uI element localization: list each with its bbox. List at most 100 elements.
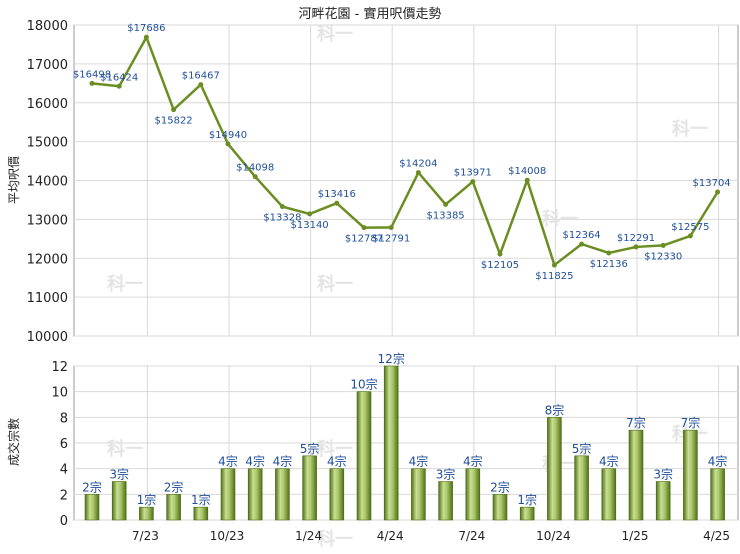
price-point xyxy=(606,250,612,256)
count-bar xyxy=(601,468,617,521)
price-point xyxy=(470,179,476,185)
price-y-tick-label: 17000 xyxy=(27,58,68,73)
price-point-label: $14098 xyxy=(236,163,274,174)
count-bar xyxy=(547,417,562,521)
price-point-label: $14008 xyxy=(508,166,546,177)
price-y-tick-label: 11000 xyxy=(27,291,68,306)
price-point-label: $15822 xyxy=(155,116,193,127)
price-point-label: $16424 xyxy=(100,72,138,83)
price-point-label: $12364 xyxy=(563,230,601,241)
count-y-tick-label: 4 xyxy=(60,463,68,478)
price-point-label: $16498 xyxy=(73,69,111,80)
watermark: 科一 xyxy=(317,273,353,295)
price-point xyxy=(279,204,285,210)
price-point-label: $12330 xyxy=(644,251,682,262)
count-bar xyxy=(438,481,453,521)
price-point-label: $17686 xyxy=(127,23,165,34)
count-bar xyxy=(111,481,127,521)
x-tick-label: 10/24 xyxy=(536,529,571,543)
count-bar-label: 1宗 xyxy=(191,492,211,507)
count-bar xyxy=(139,506,154,521)
count-bar-label: 4宗 xyxy=(273,454,293,469)
price-point xyxy=(89,80,95,86)
x-tick-label: 7/24 xyxy=(458,529,485,543)
count-bar xyxy=(465,468,481,521)
price-point xyxy=(171,107,177,113)
count-bar-label: 4宗 xyxy=(708,454,728,469)
watermark: 科一 xyxy=(317,438,353,460)
price-point xyxy=(551,262,557,268)
count-bar xyxy=(710,468,725,521)
price-point-label: $13328 xyxy=(263,213,301,224)
price-point-label: $14940 xyxy=(209,130,247,141)
count-bar-label: 2宗 xyxy=(82,479,102,494)
watermark: 科一 xyxy=(542,208,578,230)
x-tick-label: 10/23 xyxy=(210,529,245,543)
price-point xyxy=(443,201,449,207)
price-point xyxy=(143,34,149,40)
price-y-tick-label: 18000 xyxy=(27,19,68,34)
price-point-label: $12136 xyxy=(590,259,628,270)
count-bar-label: 3宗 xyxy=(653,467,673,482)
price-y-tick-label: 13000 xyxy=(27,213,68,228)
price-y-axis-label: 平均呎價 xyxy=(7,156,21,204)
count-bar xyxy=(519,506,535,521)
price-point xyxy=(388,224,394,230)
price-point-label: $16467 xyxy=(182,71,220,82)
price-point xyxy=(116,83,122,89)
count-bar-label: 10宗 xyxy=(350,377,377,392)
count-bar xyxy=(220,468,236,521)
count-bar xyxy=(247,468,263,521)
price-point-label: $12105 xyxy=(481,260,519,271)
count-bar-label: 5宗 xyxy=(572,441,592,456)
watermark: 科一 xyxy=(317,528,353,550)
count-bar-label: 4宗 xyxy=(599,454,619,469)
count-bar-label: 1宗 xyxy=(137,492,157,507)
watermark: 科一 xyxy=(317,23,353,45)
count-y-tick-label: 2 xyxy=(60,488,68,503)
count-bar xyxy=(84,494,100,521)
count-bar xyxy=(193,506,209,521)
x-tick-label: 1/25 xyxy=(622,529,649,543)
price-point xyxy=(361,225,367,231)
price-y-tick-label: 12000 xyxy=(27,252,68,267)
price-point xyxy=(252,174,258,180)
count-bar-label: 7宗 xyxy=(626,415,646,430)
price-point-label: $11825 xyxy=(535,271,573,282)
price-point-label: $13971 xyxy=(454,168,492,179)
price-y-tick-label: 10000 xyxy=(27,330,68,345)
price-point xyxy=(307,211,313,217)
price-point-label: $13385 xyxy=(427,210,465,221)
price-point-label: $12791 xyxy=(372,233,410,244)
price-point-label: $12787 xyxy=(345,234,383,245)
count-y-tick-label: 6 xyxy=(60,437,68,452)
count-bar-label: 4宗 xyxy=(463,454,483,469)
count-bar-label: 12宗 xyxy=(378,351,405,366)
price-point xyxy=(660,242,666,248)
chart-title: 河畔花園 - 實用呎價走勢 xyxy=(299,6,442,22)
price-y-tick-label: 14000 xyxy=(27,175,68,190)
watermark: 科一 xyxy=(107,273,143,295)
x-tick-label: 4/25 xyxy=(703,529,730,543)
count-bar-label: 2宗 xyxy=(490,479,510,494)
count-bar xyxy=(383,365,399,521)
price-y-tick-label: 16000 xyxy=(27,97,68,112)
count-bar xyxy=(574,455,589,521)
price-point xyxy=(687,233,693,239)
count-y-tick-label: 10 xyxy=(51,386,68,401)
count-bar xyxy=(329,468,345,521)
count-bar-label: 4宗 xyxy=(218,454,238,469)
count-bar xyxy=(302,455,317,521)
price-line xyxy=(91,35,719,267)
count-bar xyxy=(356,391,372,521)
x-tick-label: 4/24 xyxy=(377,529,404,543)
count-bar xyxy=(683,429,698,521)
count-bar xyxy=(492,494,508,521)
price-point-label: $12575 xyxy=(671,222,709,233)
price-point xyxy=(225,141,231,147)
price-point-label: $13704 xyxy=(693,178,731,189)
count-bar-label: 2宗 xyxy=(164,479,184,494)
count-bar-label: 4宗 xyxy=(327,454,347,469)
